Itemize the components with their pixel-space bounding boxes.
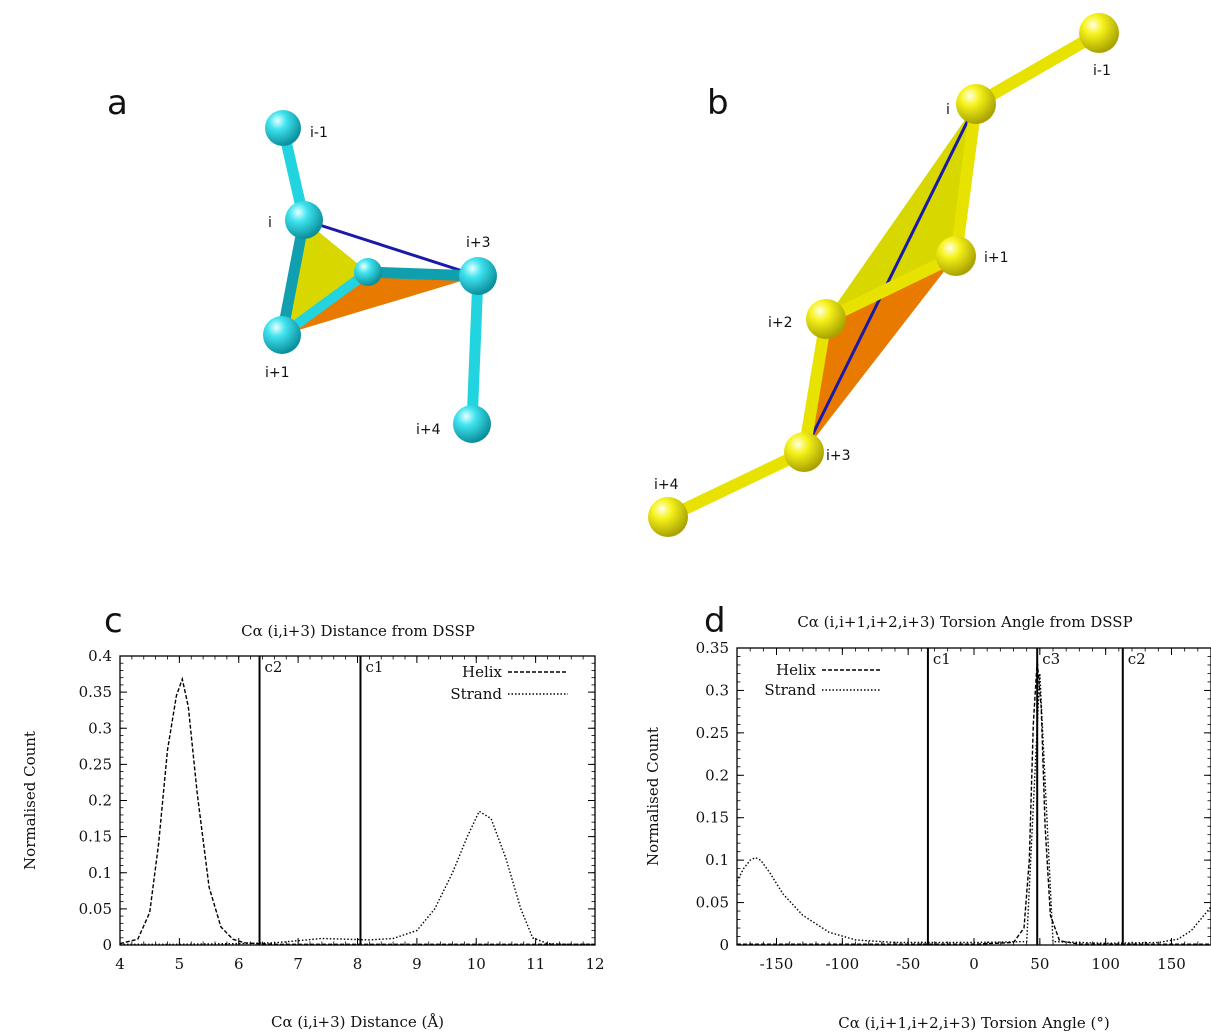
panel-b-bond	[662, 446, 810, 523]
y-tick-label: 0.4	[88, 647, 112, 665]
y-tick-label: 0.3	[705, 681, 729, 699]
y-tick-label: 0.1	[88, 864, 112, 882]
x-tick-label: 7	[293, 955, 303, 973]
y-axis-label: Normalised Count	[644, 727, 662, 866]
y-tick-label: 0.2	[705, 766, 729, 784]
panel-a-atom-label: i-1	[310, 125, 328, 141]
panel-b-atom-i+2	[806, 299, 846, 339]
panel-a-bond	[466, 270, 484, 430]
series-line-strand	[736, 673, 1211, 945]
y-tick-label: 0.2	[88, 792, 112, 810]
x-tick-label: 11	[526, 955, 545, 973]
panel-b-bond	[950, 98, 982, 262]
x-axis-label: Cα (i,i+1,i+2,i+3) Torsion Angle (°)	[838, 1014, 1109, 1032]
y-tick-label: 0.15	[696, 809, 729, 827]
panel-b-atom-label: i+4	[654, 477, 679, 493]
panel-b-atom-label: i+1	[984, 250, 1009, 266]
x-tick-label: 4	[115, 955, 125, 973]
panel-a-molecule	[263, 110, 497, 443]
y-tick-label: 0	[719, 936, 729, 954]
panel-b-atom-i+4	[648, 497, 688, 537]
y-tick-label: 0.35	[696, 639, 729, 657]
panel-b-molecule	[648, 13, 1119, 537]
x-tick-label: 12	[585, 955, 604, 973]
x-axis-label: Cα (i,i+3) Distance (Å)	[271, 1013, 444, 1031]
y-tick-label: 0.25	[79, 755, 112, 773]
panel-b-atom-i+1	[936, 236, 976, 276]
panel-b-atom-i+3	[784, 432, 824, 472]
panel-a-atom-label: i	[268, 215, 272, 231]
chart-title: Cα (i,i+1,i+2,i+3) Torsion Angle from DS…	[797, 613, 1132, 631]
panel-a-atom-label: i+1	[265, 365, 290, 381]
x-tick-label: 5	[175, 955, 185, 973]
x-tick-label: 10	[467, 955, 486, 973]
panel-b-label: b	[707, 83, 729, 123]
x-tick-label: 0	[969, 955, 979, 973]
panel-b-distance-line	[802, 103, 978, 453]
chart-c: Cα (i,i+3) Distance from DSSP Normalised …	[21, 622, 605, 1031]
panel-a-atom-i	[285, 201, 323, 239]
y-tick-label: 0	[102, 936, 112, 954]
x-tick-label: -100	[825, 955, 859, 973]
x-tick-label: 9	[412, 955, 422, 973]
panel-b-atom-i-1	[1079, 13, 1119, 53]
legend-label: Helix	[776, 661, 817, 679]
series-line-helix	[119, 676, 595, 945]
panel-a-atom-i-1	[265, 110, 301, 146]
y-tick-label: 0.1	[705, 851, 729, 869]
x-tick-label: 150	[1157, 955, 1186, 973]
x-tick-label: 100	[1091, 955, 1120, 973]
cutoff-label: c2	[1128, 650, 1146, 668]
panel-b-bond	[798, 313, 832, 458]
y-tick-label: 0.35	[79, 683, 112, 701]
y-tick-label: 0.05	[696, 894, 729, 912]
panel-a-atom-i+1	[263, 316, 301, 354]
panel-b-bond	[820, 250, 962, 325]
series-line-strand	[120, 810, 595, 945]
panel-b-yellow-face	[826, 104, 976, 319]
panel-b-atom-label: i+2	[768, 315, 793, 331]
panel-a-atom-label: i+3	[466, 235, 491, 251]
cutoff-label: c1	[933, 650, 951, 668]
panel-d-label: d	[704, 601, 726, 641]
panel-b-atom-label: i	[946, 102, 950, 118]
panel-c-label: c	[104, 601, 123, 641]
cutoff-label: c1	[365, 658, 383, 676]
legend-label: Helix	[462, 663, 503, 681]
panel-a-atom-label: i+4	[416, 422, 441, 438]
x-tick-label: -150	[760, 955, 794, 973]
plot-frame	[119, 655, 596, 946]
panel-a-label: a	[107, 83, 128, 123]
x-tick-label: 50	[1030, 955, 1049, 973]
panel-a: a i-1 i i+1 i+3 i+4	[107, 83, 497, 443]
y-tick-label: 0.3	[88, 719, 112, 737]
panel-b-atom-label: i-1	[1093, 63, 1111, 79]
panel-b-bond	[970, 27, 1105, 110]
x-tick-label: 6	[234, 955, 244, 973]
cutoff-label: c2	[265, 658, 283, 676]
panel-a-atom-i+4	[453, 405, 491, 443]
panel-a-orange-face	[282, 272, 478, 335]
y-tick-label: 0.05	[79, 900, 112, 918]
x-tick-label: -50	[896, 955, 920, 973]
cutoff-label: c3	[1042, 650, 1060, 668]
series-line-helix	[737, 660, 1211, 945]
panel-b-atom-label: i+3	[826, 448, 851, 464]
panel-b-atom-i	[956, 84, 996, 124]
chart-d: Cα (i,i+1,i+2,i+3) Torsion Angle from DS…	[644, 613, 1211, 1032]
y-tick-label: 0.25	[696, 724, 729, 742]
panel-a-bond	[276, 214, 310, 341]
y-axis-label: Normalised Count	[21, 731, 39, 870]
panel-b-orange-face	[804, 256, 956, 452]
panel-a-distance-line	[303, 218, 479, 278]
chart-title: Cα (i,i+3) Distance from DSSP	[241, 622, 475, 640]
panel-a-atom-i+3	[459, 257, 497, 295]
panel-a-atom-i2	[354, 258, 382, 286]
x-tick-label: 8	[353, 955, 363, 973]
legend-label: Strand	[450, 685, 502, 703]
panel-b: b i-1 i i+1 i+2 i+3 i+4	[648, 13, 1119, 537]
y-tick-label: 0.15	[79, 828, 112, 846]
legend-label: Strand	[764, 681, 816, 699]
